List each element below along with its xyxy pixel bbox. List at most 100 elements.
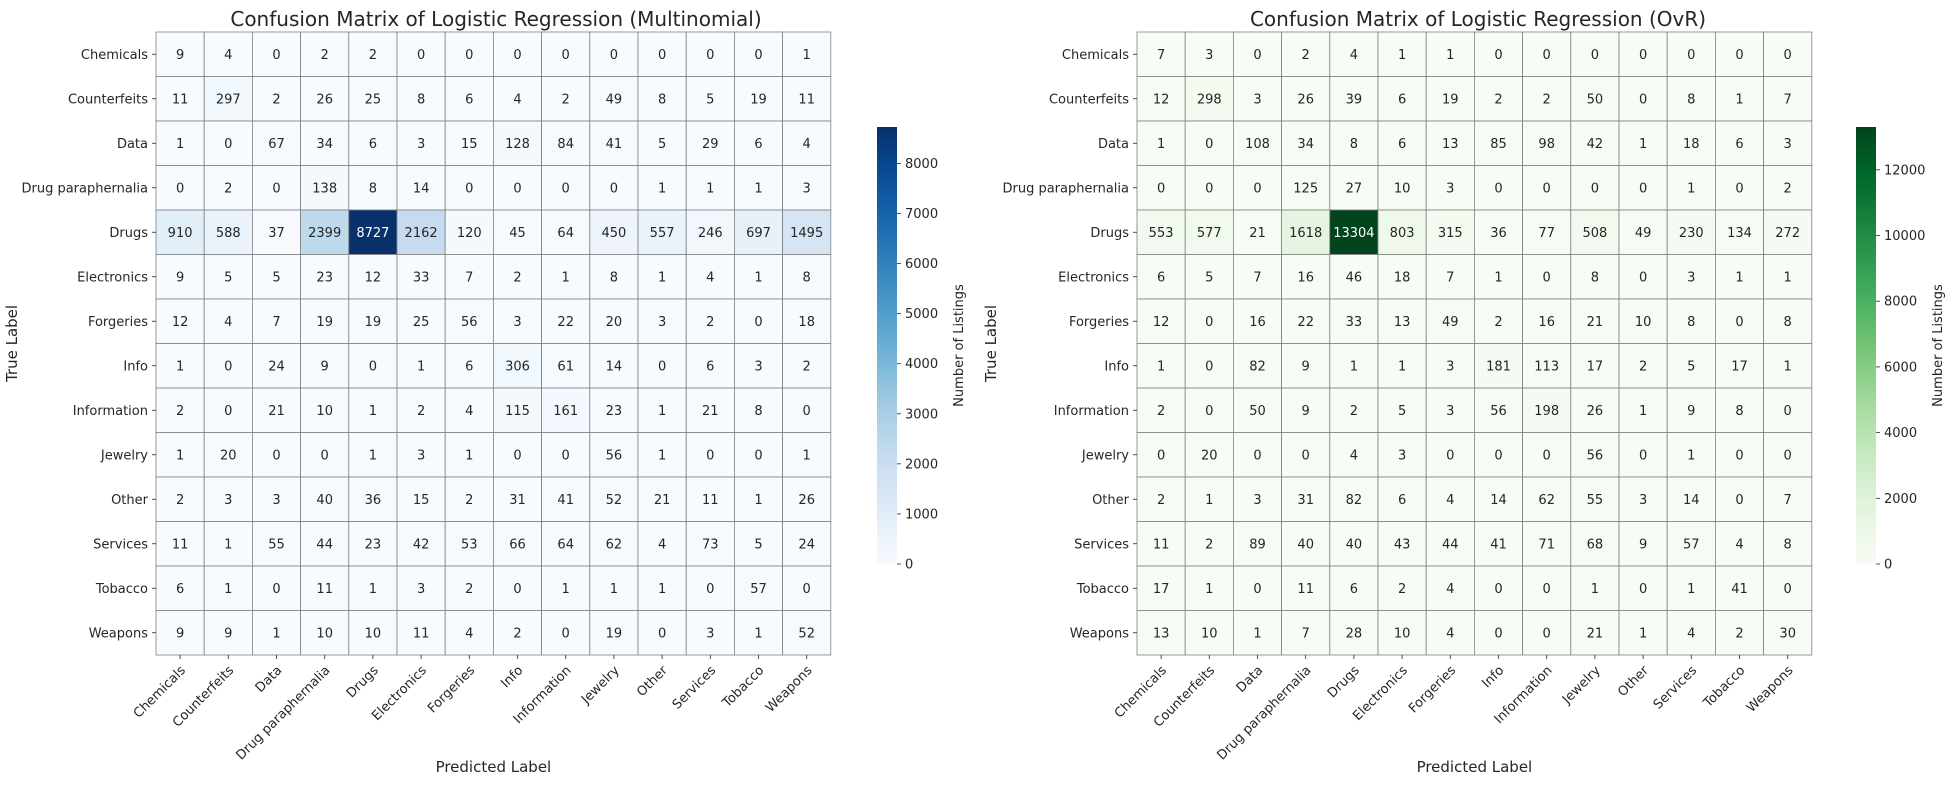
cell-value-label: 3 — [1639, 493, 1647, 508]
cell-value-label: 12 — [172, 315, 189, 330]
heatmap-cell — [251, 476, 301, 522]
cell-value-label: 0 — [1639, 181, 1647, 196]
cell-value-label: 12 — [365, 270, 382, 285]
heatmap-cell — [300, 298, 350, 344]
heatmap-cell — [637, 209, 687, 255]
cell-value-label: 34 — [1297, 137, 1314, 152]
cell-value-label: 7 — [1446, 270, 1454, 285]
y-tick-label: Tobacco — [95, 582, 148, 597]
cell-value-label: 1 — [658, 448, 666, 463]
heatmap-cell — [541, 76, 591, 122]
colorbar-tick-label: 4000 — [1884, 426, 1917, 441]
cell-value-label: 10 — [316, 404, 333, 419]
colorbar-label: Number of Listings — [952, 284, 967, 407]
heatmap-cell — [348, 254, 398, 300]
cell-value-label: 0 — [1639, 92, 1647, 107]
cell-value-label: 115 — [505, 404, 530, 419]
heatmap-cell — [348, 343, 398, 389]
heatmap-cell — [1233, 31, 1283, 77]
cell-value-label: 2 — [465, 582, 473, 597]
cell-value-label: 64 — [557, 226, 574, 241]
cell-value-label: 0 — [1591, 48, 1599, 63]
heatmap-cell — [492, 521, 542, 567]
cell-value-label: 1 — [803, 448, 811, 463]
cell-value-label: 1 — [754, 626, 762, 641]
cell-value-label: 16 — [1249, 315, 1266, 330]
cell-value-label: 1 — [1735, 270, 1743, 285]
cell-value-label: 11 — [413, 626, 430, 641]
cell-value-label: 0 — [1543, 270, 1551, 285]
y-tick-label: Drugs — [1090, 226, 1129, 241]
cell-value-label: 6 — [1350, 582, 1358, 597]
y-axis-label: True Label — [3, 305, 21, 383]
cell-value-label: 0 — [1253, 582, 1261, 597]
heatmap-cell — [1763, 343, 1813, 389]
colorbar — [877, 127, 897, 564]
cell-value-label: 0 — [1735, 48, 1743, 63]
cell-value-label: 11 — [316, 582, 333, 597]
cell-value-label: 0 — [803, 582, 811, 597]
heatmap-cell — [444, 610, 494, 656]
heatmap-cell — [203, 31, 253, 77]
heatmap-cell — [1377, 565, 1427, 611]
x-tick-label: Other — [634, 663, 671, 700]
cell-value-label: 30 — [1779, 626, 1796, 641]
x-tick-label: Weapons — [1744, 663, 1797, 716]
cell-value-label: 23 — [316, 270, 333, 285]
cell-value-label: 40 — [1346, 537, 1363, 552]
cell-value-label: 0 — [1205, 359, 1213, 374]
cell-value-label: 2 — [1350, 404, 1358, 419]
x-tick-label: Forgeries — [1406, 663, 1459, 716]
y-tick-label: Drugs — [109, 226, 148, 241]
heatmap-cell — [685, 120, 735, 166]
heatmap-cell — [541, 432, 591, 478]
cell-value-label: 9 — [321, 359, 329, 374]
cell-value-label: 5 — [1687, 359, 1695, 374]
cell-value-label: 40 — [1297, 537, 1314, 552]
cell-value-label: 3 — [272, 493, 280, 508]
heatmap-cell — [685, 254, 735, 300]
heatmap-cell — [734, 610, 784, 656]
cell-value-label: 56 — [1490, 404, 1507, 419]
cell-value-label: 45 — [509, 226, 526, 241]
heatmap-cell — [444, 298, 494, 344]
cell-value-label: 25 — [365, 92, 382, 107]
cell-value-label: 3 — [1398, 448, 1406, 463]
colorbar-tick-label: 5000 — [905, 307, 938, 322]
heatmap-cell — [1136, 476, 1186, 522]
cell-value-label: 9 — [1302, 359, 1310, 374]
cell-value-label: 1 — [562, 270, 570, 285]
cell-value-label: 0 — [610, 181, 618, 196]
heatmap-cell — [1329, 165, 1379, 211]
cell-value-label: 2 — [417, 404, 425, 419]
heatmap-cell — [155, 31, 205, 77]
cell-value-label: 1 — [1350, 359, 1358, 374]
cell-value-label: 2 — [1494, 315, 1502, 330]
heatmap-cell — [782, 387, 832, 433]
cell-value-label: 1 — [1157, 137, 1165, 152]
cell-value-label: 1 — [1639, 626, 1647, 641]
heatmap-cell — [1233, 343, 1283, 389]
cell-value-label: 21 — [702, 404, 719, 419]
cell-value-label: 1 — [1639, 404, 1647, 419]
cell-value-label: 0 — [272, 448, 280, 463]
cell-value-label: 3 — [417, 137, 425, 152]
cell-value-label: 2 — [272, 92, 280, 107]
cell-value-label: 4 — [465, 626, 473, 641]
cell-value-label: 181 — [1486, 359, 1511, 374]
heatmap-cell — [1763, 254, 1813, 300]
heatmap-cell — [541, 565, 591, 611]
heatmap-cell — [1570, 387, 1620, 433]
cell-value-label: 49 — [606, 92, 623, 107]
cell-value-label: 0 — [1639, 270, 1647, 285]
cell-value-label: 18 — [1394, 270, 1411, 285]
cell-value-label: 230 — [1679, 226, 1704, 241]
cell-value-label: 8 — [658, 92, 666, 107]
cell-value-label: 13 — [1394, 315, 1411, 330]
heatmap-cell — [1715, 31, 1765, 77]
cell-value-label: 8 — [1591, 270, 1599, 285]
cell-value-label: 2 — [321, 48, 329, 63]
cell-value-label: 12 — [1153, 315, 1170, 330]
x-axis-label: Predicted Label — [436, 758, 552, 776]
heatmap-cell — [685, 31, 735, 77]
